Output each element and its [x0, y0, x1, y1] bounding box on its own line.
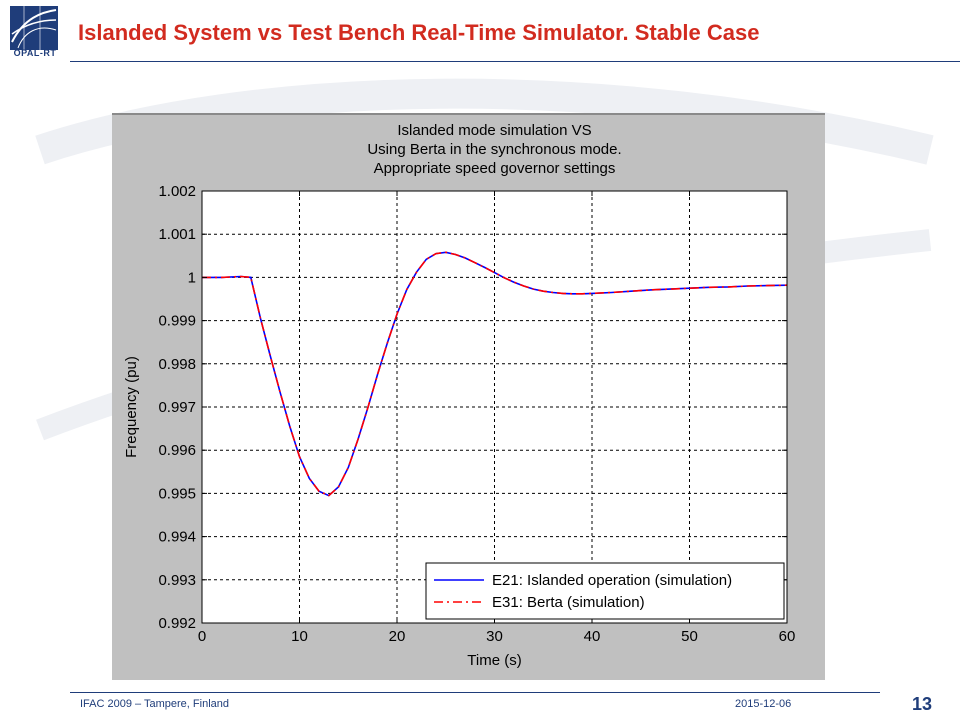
footer-divider: [70, 692, 880, 693]
x-axis-label: Time (s): [467, 652, 521, 669]
x-tick-label: 40: [584, 628, 601, 645]
x-tick-label: 30: [486, 628, 503, 645]
chart-title: Islanded mode simulation VS Using Berta i…: [367, 122, 621, 177]
ticks: 0 10 20 30 40 50 60 0.992 0.993 0.994 0.995 0.996 0.…: [158, 183, 795, 645]
y-tick-label: 0.996: [158, 442, 196, 459]
y-tick-label: 0.992: [158, 615, 196, 632]
opal-rt-logo: [10, 6, 58, 50]
logo-text: OPAL-RT: [13, 48, 57, 58]
chart-title-line: Using Berta in the synchronous mode.: [367, 141, 621, 158]
legend-label: E31: Berta (simulation): [492, 594, 645, 611]
y-tick-label: 0.995: [158, 485, 196, 502]
chart-title-line: Islanded mode simulation VS: [397, 122, 591, 139]
x-tick-label: 0: [198, 628, 206, 645]
grid: [202, 191, 787, 623]
y-tick-label: 1.002: [158, 183, 196, 200]
y-axis-label: Frequency (pu): [123, 356, 140, 458]
matlab-figure: Islanded mode simulation VS Using Berta i…: [112, 113, 825, 680]
chart-title-line: Appropriate speed governor settings: [374, 160, 616, 177]
y-tick-label: 1.001: [158, 226, 196, 243]
slide-title: Islanded System vs Test Bench Real-Time …: [78, 20, 760, 45]
title-divider: [70, 61, 960, 62]
frequency-chart: Islanded mode simulation VS Using Berta i…: [123, 122, 795, 669]
y-tick-label: 0.993: [158, 572, 196, 589]
footer-date: 2015-12-06: [735, 698, 792, 710]
y-tick-label: 1: [188, 269, 196, 286]
y-tick-label: 0.999: [158, 313, 196, 330]
series-line-2: [202, 251, 788, 497]
legend-label: E21: Islanded operation (simulation): [492, 572, 732, 589]
footer-conference: IFAC 2009 – Tampere, Finland: [80, 698, 229, 710]
x-tick-label: 60: [779, 628, 796, 645]
y-tick-label: 0.998: [158, 356, 196, 373]
y-tick-label: 0.994: [158, 529, 196, 546]
x-tick-label: 50: [681, 628, 698, 645]
legend: E21: Islanded operation (simulation) E31:…: [425, 562, 785, 620]
y-tick-label: 0.997: [158, 399, 196, 416]
series-layer: [202, 251, 788, 497]
x-tick-label: 10: [291, 628, 308, 645]
page-number: 13: [912, 694, 933, 714]
x-tick-label: 20: [389, 628, 406, 645]
legend-box: [425, 562, 785, 620]
